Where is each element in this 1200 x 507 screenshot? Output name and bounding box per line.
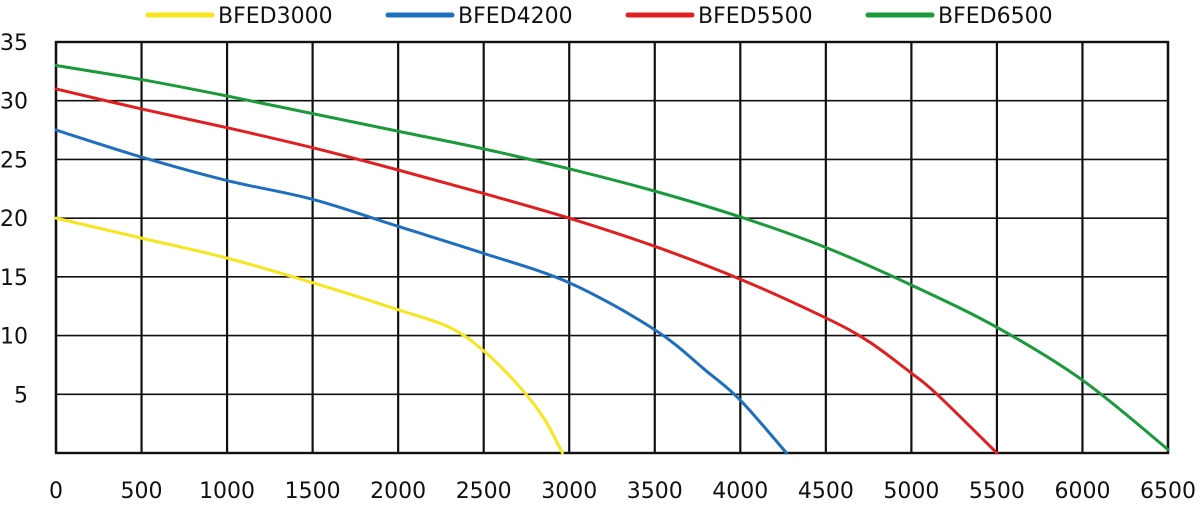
x-tick-label-6000: 6000	[1054, 479, 1110, 504]
series-line-bfed3000	[54, 216, 564, 455]
legend-label-bfed5500: BFED5500	[698, 4, 813, 29]
x-tick-label-3000: 3000	[541, 479, 597, 504]
y-tick-label-25: 25	[0, 148, 28, 173]
y-tick-label-35: 35	[0, 31, 28, 56]
chart-grid	[54, 40, 1170, 455]
legend-label-bfed6500: BFED6500	[938, 4, 1053, 29]
y-tick-label-20: 20	[0, 207, 28, 232]
plot-frame	[54, 40, 1170, 455]
x-tick-label-0: 0	[49, 479, 63, 504]
x-tick-label-6500: 6500	[1140, 479, 1196, 504]
y-tick-label-30: 30	[0, 90, 28, 115]
chart-legend: BFED3000 BFED4200 BFED5500 BFED6500	[145, 4, 1053, 29]
y-tick-label-5: 5	[14, 383, 28, 408]
x-tick-label-500: 500	[121, 479, 163, 504]
legend-label-bfed4200: BFED4200	[458, 4, 573, 29]
x-tick-label-3500: 3500	[627, 479, 683, 504]
x-tick-label-2000: 2000	[370, 479, 426, 504]
legend-label-bfed3000: BFED3000	[218, 4, 333, 29]
x-tick-label-4500: 4500	[798, 479, 854, 504]
series-layer	[54, 63, 1170, 455]
y-tick-label-15: 15	[0, 266, 28, 291]
x-tick-label-4000: 4000	[712, 479, 768, 504]
axis-tick-labels: 0 500 1000 1500 2000 2500 3000 3500 4000 4500 5000…	[0, 31, 1196, 504]
series-line-bfed5500	[54, 87, 999, 455]
x-tick-label-2500: 2500	[456, 479, 512, 504]
x-tick-label-1000: 1000	[199, 479, 255, 504]
x-tick-label-5500: 5500	[969, 479, 1025, 504]
series-line-bfed6500	[54, 63, 1170, 451]
series-line-bfed4200	[54, 128, 788, 455]
x-tick-label-1500: 1500	[285, 479, 341, 504]
x-tick-label-5000: 5000	[883, 479, 939, 504]
y-tick-label-10: 10	[0, 325, 28, 350]
